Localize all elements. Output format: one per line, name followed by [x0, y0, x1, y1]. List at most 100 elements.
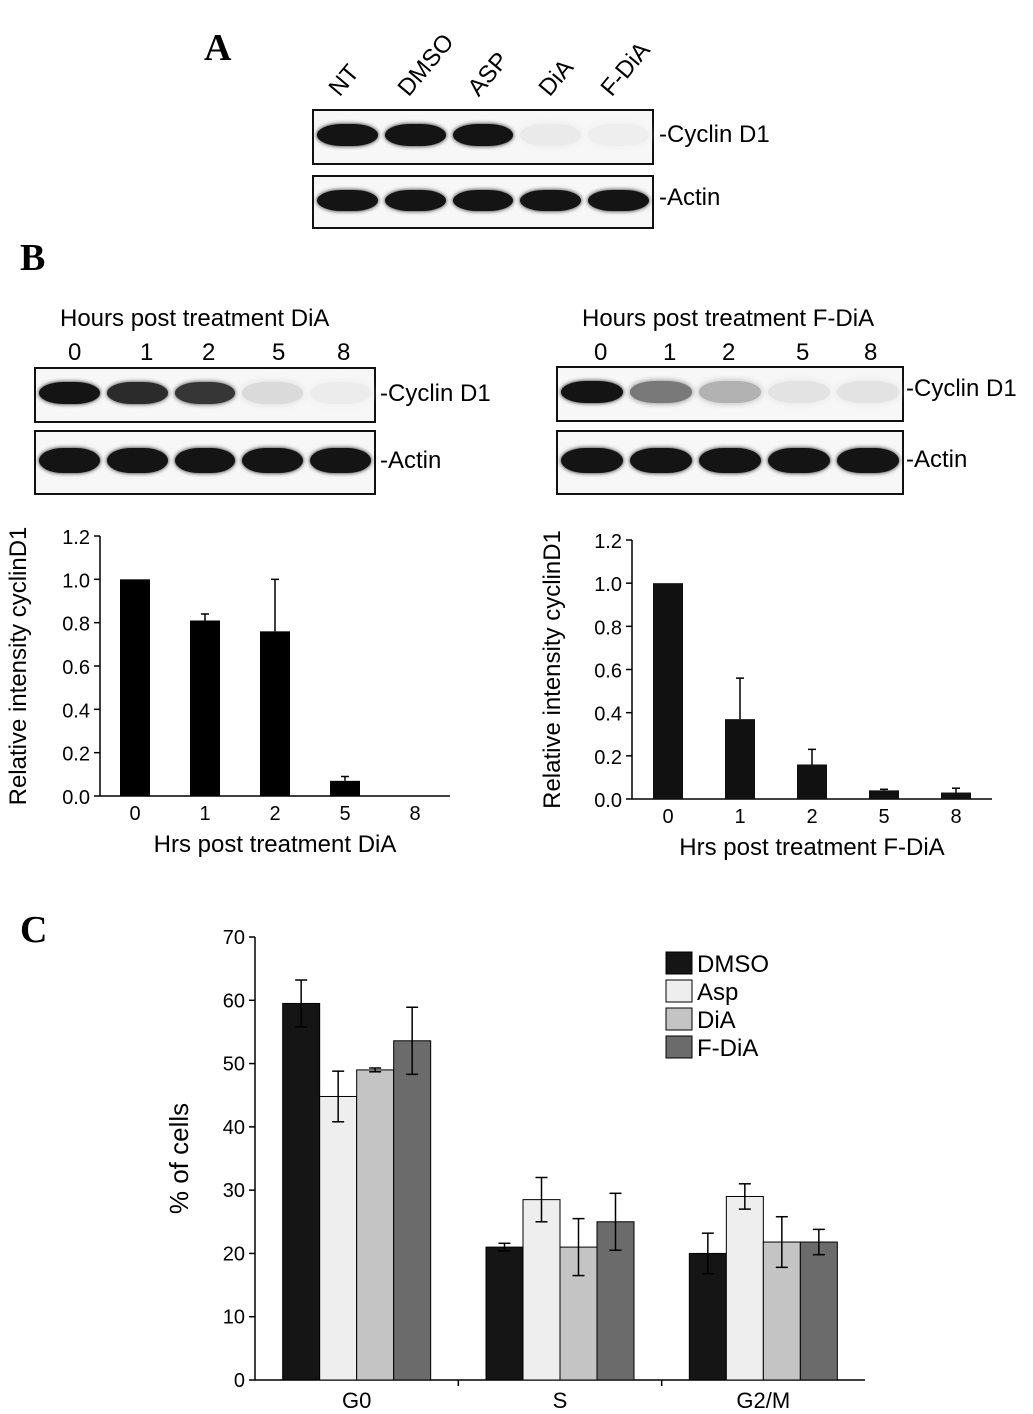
blot-band: [452, 124, 514, 146]
legend-label: DiA: [697, 1007, 736, 1034]
bar-f-dia: [393, 1040, 432, 1381]
blot-band: [452, 189, 514, 211]
y-tick-label: 60: [223, 990, 245, 1012]
blot-band: [106, 447, 168, 474]
y-tick-label: 20: [223, 1243, 245, 1265]
blot-band: [630, 381, 693, 403]
x-tick-label: G0: [342, 1388, 371, 1413]
chart-b-right: 0.0 0.2 0.4 0.6 0.8 1.0 1.2 0 1 2 5 8 Hrs post treat…: [539, 530, 992, 861]
blot-band: [561, 447, 624, 474]
blot-band: [317, 189, 379, 211]
blot-label-b-right-cyclin: -Cyclin D1: [906, 375, 1017, 402]
y-tick-label: 0.4: [62, 700, 90, 722]
blot-band: [836, 447, 899, 474]
b-left-time-1: 1: [140, 339, 154, 366]
blot-label-a-cyclin: -Cyclin D1: [659, 121, 770, 148]
legend-swatch: [665, 951, 693, 975]
lane-label-nt: NT: [323, 59, 365, 102]
lane-label-fdia: F-DiA: [595, 37, 656, 102]
blot-band: [767, 447, 830, 474]
b-right-time-2: 2: [722, 339, 736, 366]
blot-band: [317, 124, 379, 146]
x-tick-label: 8: [409, 803, 420, 825]
blot-b-left-cyclin: [34, 367, 376, 423]
x-tick-label: 0: [662, 806, 673, 828]
legend-label: F-DiA: [697, 1035, 758, 1062]
panel-label-b: B: [20, 237, 46, 279]
y-tick-label: 0.8: [62, 614, 90, 636]
y-tick-label: 0.0: [594, 790, 622, 812]
legend-label: DMSO: [697, 951, 769, 978]
b-left-header: Hours post treatment DiA: [60, 305, 330, 332]
y-tick-label: 0: [234, 1370, 245, 1392]
panel-label-a: A: [204, 27, 232, 69]
blot-label-b-left-cyclin: -Cyclin D1: [380, 380, 491, 407]
chart-b-left: 0.0 0.2 0.4 0.6 0.8 1.0 1.2 0 1 2 5 8 Hrs post treat…: [5, 527, 450, 858]
x-axis-label: Hrs post treatment DiA: [154, 831, 397, 858]
b-right-time-5: 5: [796, 339, 810, 366]
bar-dia: [356, 1069, 395, 1381]
bar-f-dia: [799, 1241, 838, 1381]
legend-swatch: [665, 979, 693, 1003]
bar-asp: [319, 1095, 358, 1381]
y-tick-label: 0.2: [594, 747, 622, 769]
legend-swatch: [665, 1035, 693, 1059]
blot-band: [699, 381, 761, 403]
y-tick-label: 30: [223, 1180, 245, 1202]
b-right-time-0: 0: [594, 339, 608, 366]
blot-label-b-right-actin: -Actin: [906, 446, 968, 473]
x-tick-label: G2/M: [736, 1388, 790, 1413]
bar: [941, 792, 971, 799]
y-axis-label: Relative intensity cyclinD1: [539, 530, 566, 809]
x-tick-label: 0: [129, 803, 140, 825]
blot-b-left-actin: [34, 430, 376, 495]
blot-band: [587, 189, 649, 211]
b-left-time-5: 5: [272, 339, 286, 366]
x-tick-label: 5: [339, 803, 350, 825]
bar: [260, 631, 290, 796]
y-tick-label: 1.0: [62, 570, 90, 592]
bar-dmso: [282, 1002, 321, 1381]
blot-band: [699, 447, 761, 474]
y-tick-label: 0.4: [594, 704, 622, 726]
blot-band: [384, 189, 446, 211]
blot-band: [561, 381, 624, 403]
bar: [330, 780, 360, 796]
lane-label-asp: ASP: [462, 47, 515, 102]
blot-label-b-left-actin: -Actin: [380, 447, 442, 474]
bar-asp: [522, 1199, 561, 1381]
y-tick-label: 70: [223, 927, 245, 949]
blot-band: [520, 189, 581, 211]
y-tick-label: 10: [223, 1307, 245, 1329]
panel-label-c: C: [20, 909, 48, 951]
x-tick-label: 8: [950, 806, 961, 828]
bar: [120, 579, 150, 796]
blot-band: [174, 382, 236, 404]
lane-label-dmso: DMSO: [392, 28, 460, 102]
chart-c: 0 10 20 30 40 50 60 70 G0 S G2/M % of cells DMSOAspD…: [164, 927, 865, 1413]
x-tick-label: 2: [269, 803, 280, 825]
y-tick-label: 1.2: [594, 531, 622, 553]
blot-band: [630, 447, 693, 474]
blot-band: [39, 382, 101, 404]
y-tick-label: 0.6: [62, 657, 90, 679]
y-tick-label: 0.2: [62, 744, 90, 766]
bar: [653, 583, 683, 799]
y-tick-label: 1.0: [594, 574, 622, 596]
x-tick-label: 2: [806, 806, 817, 828]
blot-band: [384, 124, 446, 146]
bar: [725, 719, 755, 799]
x-tick-label: 1: [734, 806, 745, 828]
blot-b-right-cyclin: [556, 366, 904, 422]
x-tick-label: 5: [878, 806, 889, 828]
blot-band: [309, 382, 371, 404]
y-axis-label: Relative intensity cyclinD1: [5, 527, 32, 806]
b-right-time-1: 1: [663, 339, 677, 366]
blot-b-right-actin: [556, 430, 904, 495]
blot-band: [520, 124, 581, 146]
b-left-time-2: 2: [202, 339, 216, 366]
legend-swatch: [665, 1007, 693, 1031]
blot-a-cyclin: [312, 109, 654, 165]
y-tick-label: 0.6: [594, 661, 622, 683]
bar: [797, 764, 827, 799]
